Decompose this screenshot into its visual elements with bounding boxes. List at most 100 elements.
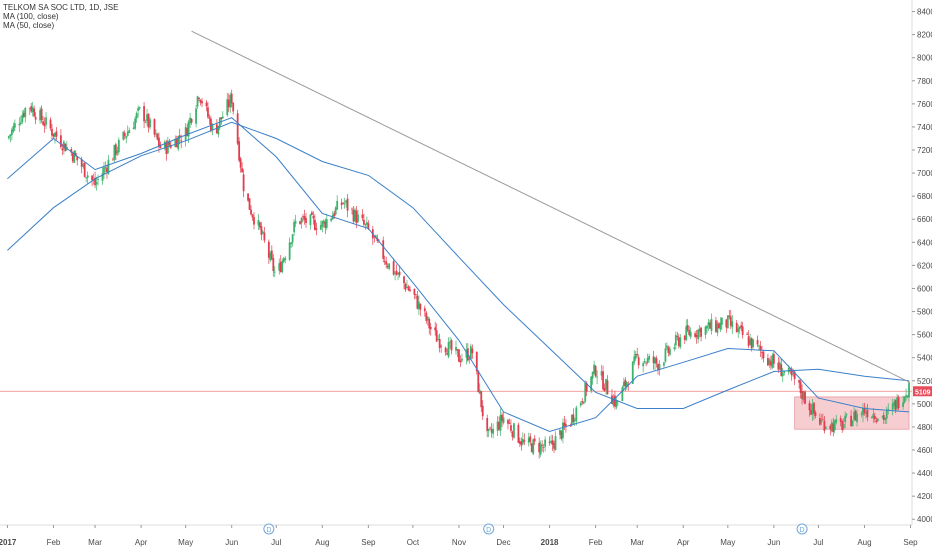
candle-body bbox=[363, 219, 365, 225]
candle-body bbox=[548, 441, 551, 443]
x-tick-label: Nov bbox=[452, 538, 466, 547]
candle-body bbox=[490, 429, 493, 433]
candle-body bbox=[478, 390, 481, 394]
candle-body bbox=[542, 447, 545, 448]
candle-body bbox=[562, 422, 564, 439]
candle-body bbox=[725, 319, 728, 328]
candle-body bbox=[169, 145, 172, 148]
candle-body bbox=[352, 209, 355, 222]
candle-body bbox=[354, 209, 356, 222]
candle-body bbox=[174, 138, 177, 147]
x-tick-label: 2018 bbox=[541, 538, 559, 547]
candle-body bbox=[663, 362, 665, 366]
candle-body bbox=[241, 168, 244, 173]
candle-body bbox=[808, 403, 811, 411]
candle-body bbox=[746, 333, 749, 335]
candle-body bbox=[414, 294, 417, 296]
candle-body bbox=[842, 423, 845, 429]
candle-body bbox=[532, 439, 535, 454]
candle-body bbox=[844, 415, 847, 423]
candle-body bbox=[856, 413, 858, 423]
candle-body bbox=[250, 209, 252, 215]
candle-body bbox=[281, 260, 284, 273]
candle-body bbox=[507, 419, 509, 424]
candle-body bbox=[851, 420, 854, 427]
y-tick-label: 5000 bbox=[917, 400, 932, 409]
candle-body bbox=[398, 271, 401, 276]
candle-body bbox=[8, 136, 10, 139]
candle-body bbox=[762, 351, 765, 359]
candle-body bbox=[312, 215, 315, 219]
candle-body bbox=[823, 420, 826, 431]
candle-body bbox=[94, 177, 96, 186]
candle-body bbox=[31, 107, 34, 112]
y-tick-label: 5600 bbox=[917, 331, 932, 340]
candle-body bbox=[533, 438, 536, 442]
candle-body bbox=[333, 213, 336, 217]
candle-body bbox=[560, 430, 563, 439]
candle-body bbox=[114, 144, 117, 156]
candle-body bbox=[870, 416, 873, 419]
candle-body bbox=[377, 239, 380, 241]
candle-body bbox=[606, 380, 609, 395]
candle-body bbox=[720, 317, 723, 325]
x-tick-label: Feb bbox=[589, 538, 603, 547]
candle-body bbox=[345, 200, 347, 203]
candle-body bbox=[425, 312, 428, 321]
candle-body bbox=[303, 215, 306, 220]
candle-body bbox=[302, 216, 304, 218]
candle-body bbox=[896, 397, 899, 409]
candle-body bbox=[34, 116, 37, 120]
candle-body bbox=[530, 443, 533, 453]
y-tick-label: 6800 bbox=[917, 192, 932, 201]
candle-body bbox=[395, 270, 398, 275]
ma50-line bbox=[7, 117, 910, 433]
candle-body bbox=[894, 399, 897, 410]
candle-body bbox=[85, 177, 88, 179]
candle-body bbox=[132, 127, 135, 130]
candle-body bbox=[146, 114, 148, 122]
candle-body bbox=[716, 323, 719, 333]
candle-body bbox=[217, 125, 220, 135]
candle-body bbox=[417, 301, 420, 309]
candle-body bbox=[334, 207, 337, 215]
candle-body bbox=[144, 121, 147, 123]
candle-body bbox=[52, 133, 55, 137]
candle-body bbox=[438, 338, 441, 349]
candle-body bbox=[875, 420, 878, 423]
candle-body bbox=[602, 371, 604, 390]
candle-body bbox=[685, 326, 688, 341]
candle-body bbox=[429, 326, 432, 330]
candle-body bbox=[279, 261, 282, 272]
candle-body bbox=[82, 164, 85, 167]
candle-body bbox=[149, 119, 151, 128]
candle-body bbox=[689, 331, 692, 337]
candle-body bbox=[677, 337, 680, 346]
candle-body bbox=[201, 101, 203, 104]
candle-body bbox=[449, 341, 451, 343]
candle-body bbox=[695, 334, 698, 337]
candle-body bbox=[51, 128, 53, 136]
candle-body bbox=[300, 218, 303, 224]
candle-body bbox=[523, 440, 526, 442]
candle-body bbox=[657, 363, 659, 371]
candle-body bbox=[437, 339, 440, 341]
candle-body bbox=[459, 360, 462, 363]
candle-body bbox=[611, 395, 613, 404]
candle-body bbox=[355, 210, 358, 224]
candle-body bbox=[469, 346, 472, 360]
candle-body bbox=[884, 418, 887, 420]
candle-body bbox=[664, 348, 667, 362]
candle-body bbox=[55, 131, 58, 137]
candle-body bbox=[404, 283, 407, 290]
candle-body bbox=[299, 221, 301, 224]
candle-body bbox=[841, 421, 844, 430]
candle-body bbox=[709, 322, 711, 329]
candle-body bbox=[282, 258, 285, 263]
candle-body bbox=[873, 415, 876, 420]
candle-body bbox=[520, 441, 523, 446]
candle-body bbox=[819, 418, 821, 425]
